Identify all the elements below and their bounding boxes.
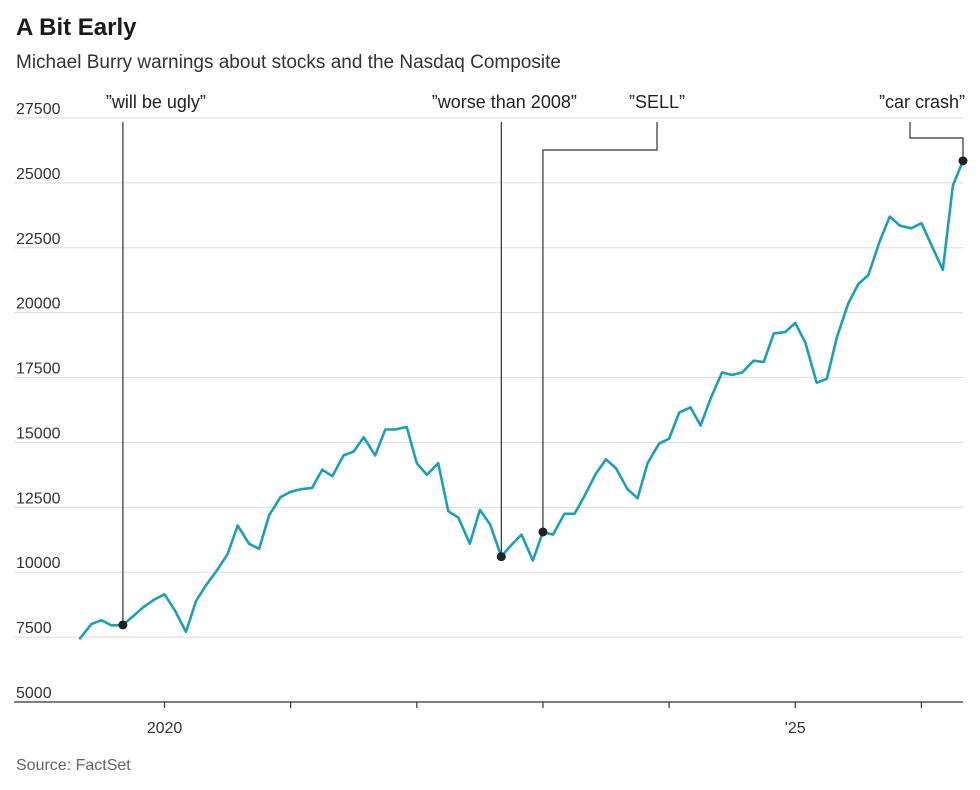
y-tick-label: 20000 xyxy=(16,296,61,313)
annotation-marker xyxy=(496,552,506,562)
nasdaq-series-line xyxy=(78,159,965,640)
series-layer xyxy=(78,159,965,640)
y-tick-label: 25000 xyxy=(16,166,61,183)
y-tick-label: 27500 xyxy=(16,101,61,118)
chart-title: A Bit Early xyxy=(16,14,137,41)
annotation-label: ”will be ugly” xyxy=(106,92,206,112)
annotation-markers xyxy=(118,156,968,630)
annotation-label: ”car crash” xyxy=(879,92,965,112)
annotation-leader-line xyxy=(909,122,964,161)
annotation-marker xyxy=(958,156,968,166)
y-tick-label: 7500 xyxy=(16,620,52,637)
y-tick-label: 17500 xyxy=(16,361,61,378)
y-tick-label: 22500 xyxy=(16,231,61,248)
annotation-label: ”worse than 2008” xyxy=(432,92,577,112)
y-axis: 5000 7500 10000 12500 15000 17500 20000 22500 25… xyxy=(16,101,61,702)
gridlines xyxy=(14,117,963,703)
annotation-leaders xyxy=(122,122,964,625)
y-tick-label: 15000 xyxy=(16,425,61,442)
x-axis: 2020 '25 xyxy=(147,702,922,737)
annotation-labels: ”will be ugly” ”worse than 2008” ”SELL” ”ca… xyxy=(106,92,965,112)
x-tick-label: 2020 xyxy=(147,720,183,737)
source-note: Source: FactSet xyxy=(16,757,131,774)
y-tick-label: 12500 xyxy=(16,490,61,507)
y-tick-label: 5000 xyxy=(16,685,52,702)
x-tick-label: '25 xyxy=(785,720,806,737)
chart-subtitle: Michael Burry warnings about stocks and … xyxy=(16,52,561,73)
annotation-leader-line xyxy=(542,122,658,532)
y-tick-label: 10000 xyxy=(16,555,61,572)
annotation-marker xyxy=(538,527,548,537)
annotation-label: ”SELL” xyxy=(629,92,685,112)
annotation-marker xyxy=(118,620,128,630)
